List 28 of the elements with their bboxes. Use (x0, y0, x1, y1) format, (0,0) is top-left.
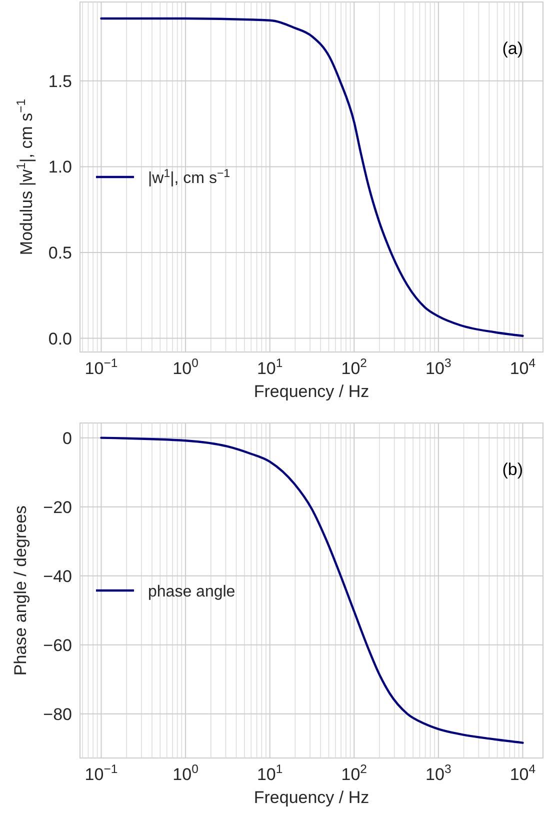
annotation: (a) (502, 39, 523, 58)
x-tick-label: 10$^{0}$ (172, 762, 199, 784)
x-tick-label: 10$^{4}$ (510, 356, 536, 378)
y-tick-label: −60 (43, 636, 72, 655)
x-tick-label: 10$^{3}$ (426, 356, 452, 378)
y-tick-label: 0.5 (48, 243, 72, 262)
y-tick-label: 1.0 (48, 158, 72, 177)
x-tick-label: 10$^{1}$ (256, 356, 283, 378)
y-tick-label: −20 (43, 498, 72, 517)
x-tick-label: 10$^{3}$ (426, 762, 452, 784)
x-tick-label: 10$^{−1}$ (84, 762, 118, 784)
x-axis-title: Frequency / Hz (254, 382, 370, 401)
y-tick-label: 1.5 (48, 72, 72, 91)
annotation: (b) (502, 460, 523, 479)
y-tick-label: −80 (43, 704, 72, 724)
x-tick-label: 10$^{1}$ (256, 762, 283, 784)
x-tick-label: 10$^{2}$ (341, 762, 368, 784)
y-tick-label: 0 (62, 428, 72, 448)
x-tick-label: 10$^{0}$ (172, 356, 199, 378)
x-tick-label: 10$^{4}$ (510, 762, 536, 784)
x-tick-label: 10$^{−1}$ (84, 356, 118, 378)
legend-label: |w$^{1}$|, cm s$^{−1}$ (148, 168, 230, 187)
legend-label: phase angle (148, 584, 236, 600)
x-axis-title: Frequency / Hz (254, 788, 370, 807)
y-tick-label: −40 (43, 566, 72, 586)
y-tick-label: 0.0 (48, 329, 72, 348)
y-axis-title: Phase angle / degrees (11, 505, 30, 676)
x-tick-label: 10$^{2}$ (341, 356, 368, 378)
